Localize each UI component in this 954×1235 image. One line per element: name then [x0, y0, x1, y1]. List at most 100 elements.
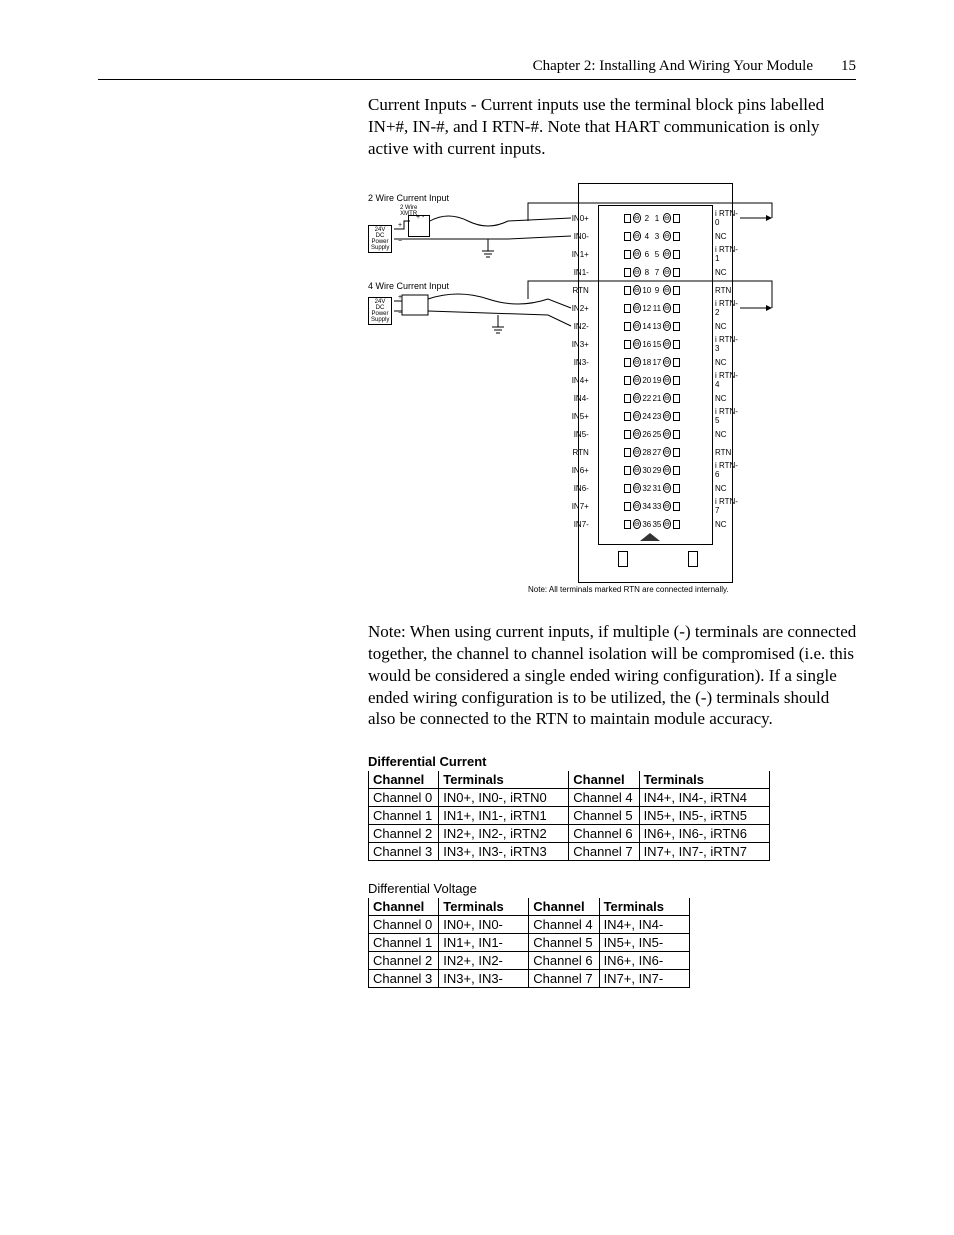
screw-icon: ⊖ [633, 375, 641, 385]
table-row: Channel 3IN3+, IN3-Channel 7IN7+, IN7- [369, 970, 690, 988]
table-header: Terminals [439, 771, 569, 789]
terminal-row: IN3-⊖1817⊖NC [600, 353, 711, 371]
pin-num-right: 25 [652, 430, 662, 439]
terminal-label-right: i RTN-7 [711, 497, 741, 515]
table-cell: IN1+, IN1- [439, 934, 529, 952]
table-cell: Channel 5 [529, 934, 599, 952]
pin-num-right: 23 [652, 412, 662, 421]
intro-block: Current Inputs - Current inputs use the … [368, 94, 858, 159]
table-cell: IN7+, IN7- [599, 970, 689, 988]
table-cell: Channel 2 [369, 952, 439, 970]
terminal-box [624, 358, 631, 367]
screw-icon: ⊖ [633, 267, 641, 277]
pin-num-left: 2 [642, 214, 652, 223]
terminal-box [624, 412, 631, 421]
tables-block: Differential Current ChannelTerminalsCha… [368, 754, 856, 988]
xmtr-box-1 [408, 215, 430, 237]
table-cell: IN0+, IN0-, iRTN0 [439, 789, 569, 807]
terminal-box [673, 286, 680, 295]
terminal-box [624, 448, 631, 457]
terminal-label-left: IN7- [570, 520, 593, 529]
note-paragraph: Note: When using current inputs, if mult… [368, 621, 858, 730]
diagram-note: Note: All terminals marked RTN are conne… [528, 585, 729, 594]
terminal-label-right: i RTN-5 [711, 407, 741, 425]
pin-num-right: 33 [652, 502, 662, 511]
terminal-row: IN7-⊖3635⊖NC [600, 515, 711, 533]
table-cell: IN6+, IN6- [599, 952, 689, 970]
screw-icon: ⊖ [663, 213, 671, 223]
power-supply-2: 24V DCPowerSupply [368, 297, 392, 325]
terminal-label-left: IN4- [570, 394, 593, 403]
table-header: Terminals [439, 898, 529, 916]
terminal-box [673, 394, 680, 403]
table-cell: IN4+, IN4-, iRTN4 [639, 789, 769, 807]
pin-num-right: 35 [652, 520, 662, 529]
table-voltage: ChannelTerminalsChannelTerminalsChannel … [368, 898, 690, 988]
terminal-label-right: NC [711, 232, 741, 241]
table-row: Channel 2IN2+, IN2-Channel 6IN6+, IN6- [369, 952, 690, 970]
screw-icon: ⊖ [663, 393, 671, 403]
table-row: Channel 0IN0+, IN0-, iRTN0Channel 4IN4+,… [369, 789, 770, 807]
screw-icon: ⊖ [663, 411, 671, 421]
pin-num-right: 17 [652, 358, 662, 367]
table-current: ChannelTerminalsChannelTerminalsChannel … [368, 771, 770, 861]
terminal-row: IN4-⊖2221⊖NC [600, 389, 711, 407]
terminal-row: IN1-⊖87⊖NC [600, 263, 711, 281]
table-cell: IN3+, IN3-, iRTN3 [439, 843, 569, 861]
terminal-box [673, 304, 680, 313]
screw-icon: ⊖ [663, 267, 671, 277]
terminal-label-right: NC [711, 520, 741, 529]
pin-num-right: 19 [652, 376, 662, 385]
pin-num-left: 28 [642, 448, 652, 457]
terminal-label-left: IN1+ [570, 250, 593, 259]
screw-icon: ⊖ [633, 483, 641, 493]
screw-icon: ⊖ [663, 303, 671, 313]
pin-num-right: 7 [652, 268, 662, 277]
table-row: Channel 0IN0+, IN0-Channel 4IN4+, IN4- [369, 916, 690, 934]
terminal-row: IN6-⊖3231⊖NC [600, 479, 711, 497]
bottom-blocks [618, 551, 698, 567]
terminal-box [624, 466, 631, 475]
terminal-box [673, 448, 680, 457]
screw-icon: ⊖ [633, 285, 641, 295]
pin-num-left: 18 [642, 358, 652, 367]
table-cell: Channel 1 [369, 807, 439, 825]
terminal-label-right: NC [711, 268, 741, 277]
screw-icon: ⊖ [663, 483, 671, 493]
pin-num-left: 6 [642, 250, 652, 259]
screw-icon: ⊖ [633, 519, 641, 529]
power-supply-1: 24V DCPowerSupply [368, 225, 392, 253]
terminal-label-left: IN5+ [570, 412, 593, 421]
svg-text:−: − [398, 310, 402, 317]
pin-num-left: 14 [642, 322, 652, 331]
svg-text:+: + [398, 222, 402, 229]
screw-icon: ⊖ [633, 213, 641, 223]
table-row: Channel 1IN1+, IN1-, iRTN1Channel 5IN5+,… [369, 807, 770, 825]
terminal-label-left: RTN [570, 448, 593, 457]
terminal-box [624, 304, 631, 313]
pin-num-left: 8 [642, 268, 652, 277]
table-cell: Channel 4 [529, 916, 599, 934]
terminal-label-left: IN2- [570, 322, 593, 331]
terminal-box [624, 268, 631, 277]
table-cell: Channel 0 [369, 916, 439, 934]
terminal-label-right: RTN [711, 286, 741, 295]
table-cell: IN5+, IN5- [599, 934, 689, 952]
pin-num-right: 3 [652, 232, 662, 241]
table-row: Channel 3IN3+, IN3-, iRTN3Channel 7IN7+,… [369, 843, 770, 861]
terminal-box [673, 250, 680, 259]
screw-icon: ⊖ [633, 501, 641, 511]
table-cell: Channel 2 [369, 825, 439, 843]
screw-icon: ⊖ [663, 339, 671, 349]
terminal-label-right: NC [711, 484, 741, 493]
pin-num-left: 16 [642, 340, 652, 349]
label-4wire-xmtr: 4 WireXMTR [408, 301, 425, 313]
table-cell: Channel 3 [369, 843, 439, 861]
terminal-label-left: IN6+ [570, 466, 593, 475]
terminal-label-left: IN0- [570, 232, 593, 241]
screw-icon: ⊖ [663, 375, 671, 385]
screw-icon: ⊖ [633, 465, 641, 475]
terminal-row: IN4+⊖2019⊖i RTN-4 [600, 371, 711, 389]
pin-num-right: 15 [652, 340, 662, 349]
screw-icon: ⊖ [663, 231, 671, 241]
